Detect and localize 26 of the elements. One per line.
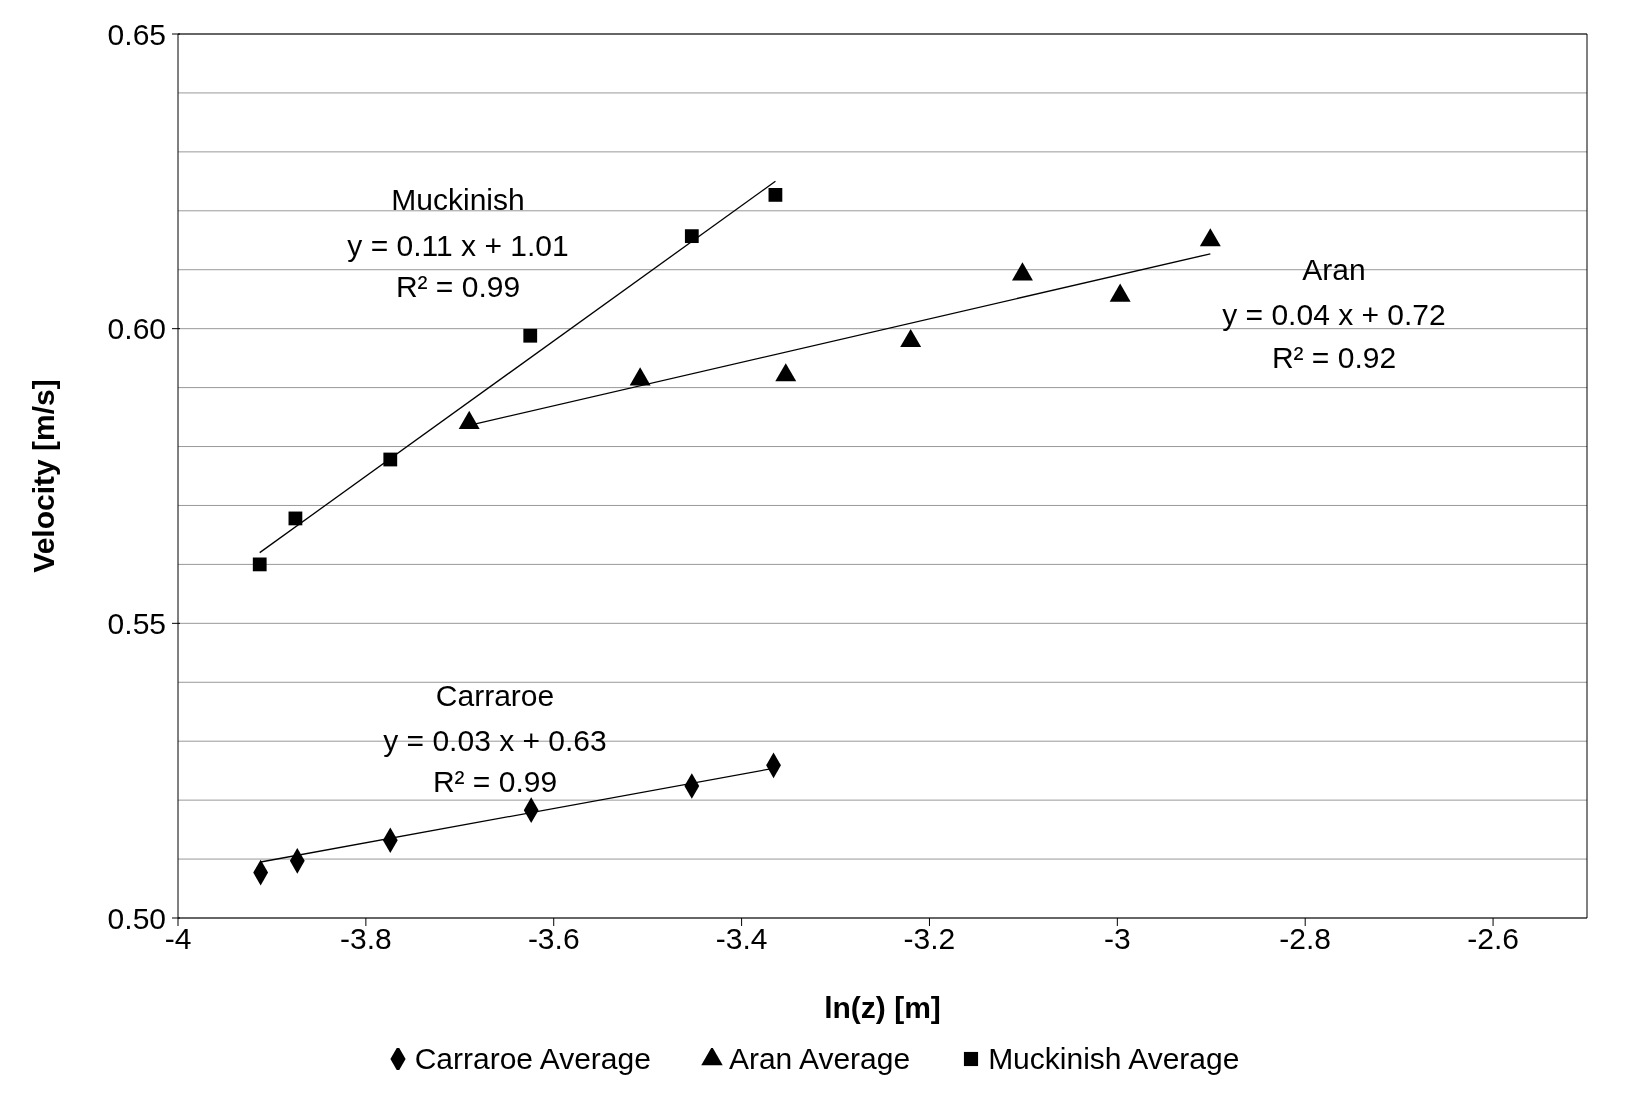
annotation: y = 0.04 x + 0.72: [1222, 298, 1446, 332]
y-tick-label: 0.50: [107, 901, 166, 935]
x-tick-label: -3.8: [340, 922, 392, 956]
annotation: Carraroe: [435, 679, 555, 713]
annotation: R² = 0.92: [1271, 341, 1397, 375]
x-tick-label: -4: [164, 922, 192, 956]
y-tick-label: 0.55: [107, 606, 166, 640]
annotation: Muckinish: [391, 183, 525, 217]
annotation: y = 0.11 x + 1.01: [347, 229, 569, 263]
x-tick-label: -2.8: [1279, 922, 1332, 956]
legend-label: Carraroe Average: [414, 1042, 651, 1076]
annotation: Aran: [1302, 253, 1366, 287]
x-tick-label: -2.6: [1467, 922, 1519, 956]
x-tick-label: -3.2: [903, 922, 956, 956]
y-axis-title: Velocity [m/s]: [26, 379, 60, 573]
legend-label: Muckinish Average: [988, 1042, 1240, 1076]
y-tick-label: 0.60: [107, 312, 166, 346]
annotation: R² = 0.99: [395, 270, 521, 304]
annotation: y = 0.03 x + 0.63: [383, 724, 607, 758]
annotation: R² = 0.99: [432, 765, 558, 799]
x-tick-label: -3: [1103, 922, 1131, 956]
legend-label: Aran Average: [728, 1042, 911, 1076]
y-tick-label: 0.65: [107, 17, 166, 51]
x-axis-title: ln(z) [m]: [824, 991, 941, 1024]
x-tick-label: -3.4: [715, 922, 768, 956]
x-tick-label: -3.6: [527, 922, 580, 956]
